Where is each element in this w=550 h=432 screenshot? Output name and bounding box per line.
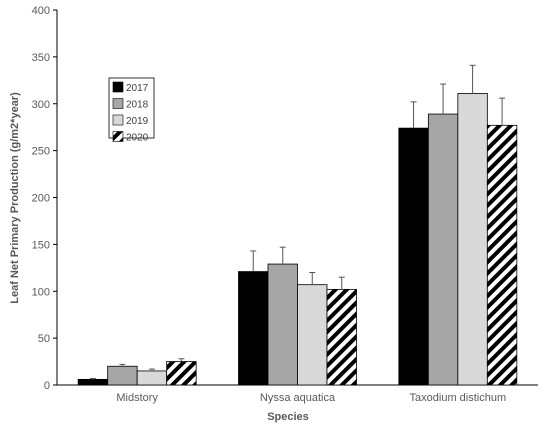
y-tick-label: 0 bbox=[44, 380, 50, 392]
y-tick-label: 300 bbox=[32, 99, 50, 111]
legend-label-2020: 2020 bbox=[126, 133, 149, 144]
bar-2018-1 bbox=[267, 263, 298, 386]
bar-2020-2 bbox=[486, 124, 518, 386]
y-tick-label: 200 bbox=[32, 193, 50, 205]
legend-swatch-2017 bbox=[112, 81, 124, 93]
legend-swatch-2018 bbox=[112, 98, 124, 109]
axes: 0 50 100 150 200 250 300 350 400 Midstory Nyssa aq… bbox=[32, 5, 538, 404]
error-bars-group bbox=[89, 64, 506, 380]
y-tick-label: 250 bbox=[32, 146, 50, 158]
bar-2018-2 bbox=[427, 113, 459, 386]
x-tick-label: Taxodium distichum bbox=[410, 392, 507, 404]
legend-label-2019: 2019 bbox=[126, 116, 149, 127]
bar-2019-0 bbox=[136, 370, 168, 386]
bar-2020-0 bbox=[166, 361, 197, 386]
y-tick-label: 350 bbox=[32, 52, 50, 64]
legend-swatch-2020 bbox=[112, 131, 124, 142]
bar-2019-2 bbox=[457, 93, 488, 386]
y-tick-label: 50 bbox=[38, 333, 50, 345]
x-tick-label: Midstory bbox=[116, 392, 158, 404]
legend: 2017 2018 2019 2020 bbox=[108, 77, 155, 144]
bar-2020-1 bbox=[326, 288, 357, 386]
x-tick-label: Nyssa aquatica bbox=[260, 392, 336, 404]
legend-label-2018: 2018 bbox=[126, 100, 149, 111]
bar-2017-1 bbox=[238, 271, 269, 386]
y-tick-label: 100 bbox=[32, 286, 50, 298]
bar-2018-0 bbox=[107, 365, 138, 386]
y-axis-title: Leaf Net Primary Production (g/m2*year) bbox=[9, 92, 21, 304]
bar-2017-0 bbox=[77, 378, 109, 386]
bar-2019-1 bbox=[297, 284, 328, 386]
y-tick-label: 150 bbox=[32, 239, 50, 251]
legend-label-2017: 2017 bbox=[126, 83, 149, 94]
x-axis-title: Species bbox=[267, 411, 309, 423]
legend-swatch-2019 bbox=[112, 114, 124, 126]
y-tick-label: 400 bbox=[32, 5, 50, 17]
bar-2017-2 bbox=[398, 127, 429, 386]
